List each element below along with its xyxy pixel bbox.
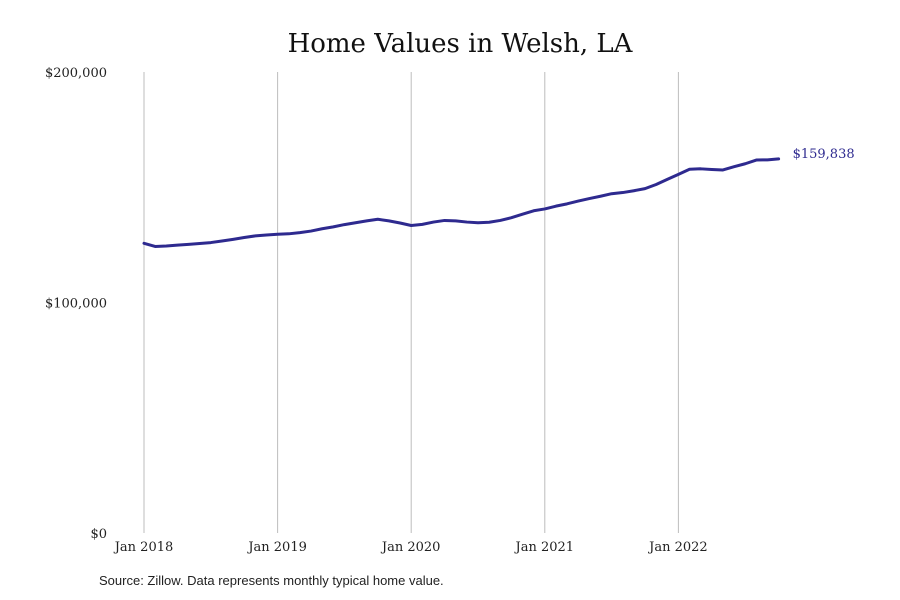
home-value-series-line <box>142 157 781 248</box>
x-tick-label: Jan 2021 <box>514 540 575 555</box>
x-tick-label: Jan 2019 <box>246 540 307 555</box>
y-axis-labels: $0 $100,000 $200,000 <box>45 66 107 542</box>
chart-title: Home Values in Welsh, LA <box>288 29 634 59</box>
y-tick-label: $100,000 <box>45 297 107 312</box>
end-value-label: $159,838 <box>793 147 855 162</box>
x-axis-labels: Jan 2018 Jan 2019 Jan 2020 Jan 2021 Jan 2022 <box>113 540 708 555</box>
source-note: Source: Zillow. Data represents monthly … <box>99 573 444 588</box>
x-tick-label: Jan 2020 <box>380 540 441 555</box>
y-tick-label: $0 <box>90 527 107 542</box>
series-layer: $159,838 <box>142 147 855 248</box>
x-tick-label: Jan 2022 <box>647 540 708 555</box>
y-tick-label: $200,000 <box>45 66 107 81</box>
gridlines <box>143 72 679 533</box>
x-tick-label: Jan 2018 <box>113 540 174 555</box>
